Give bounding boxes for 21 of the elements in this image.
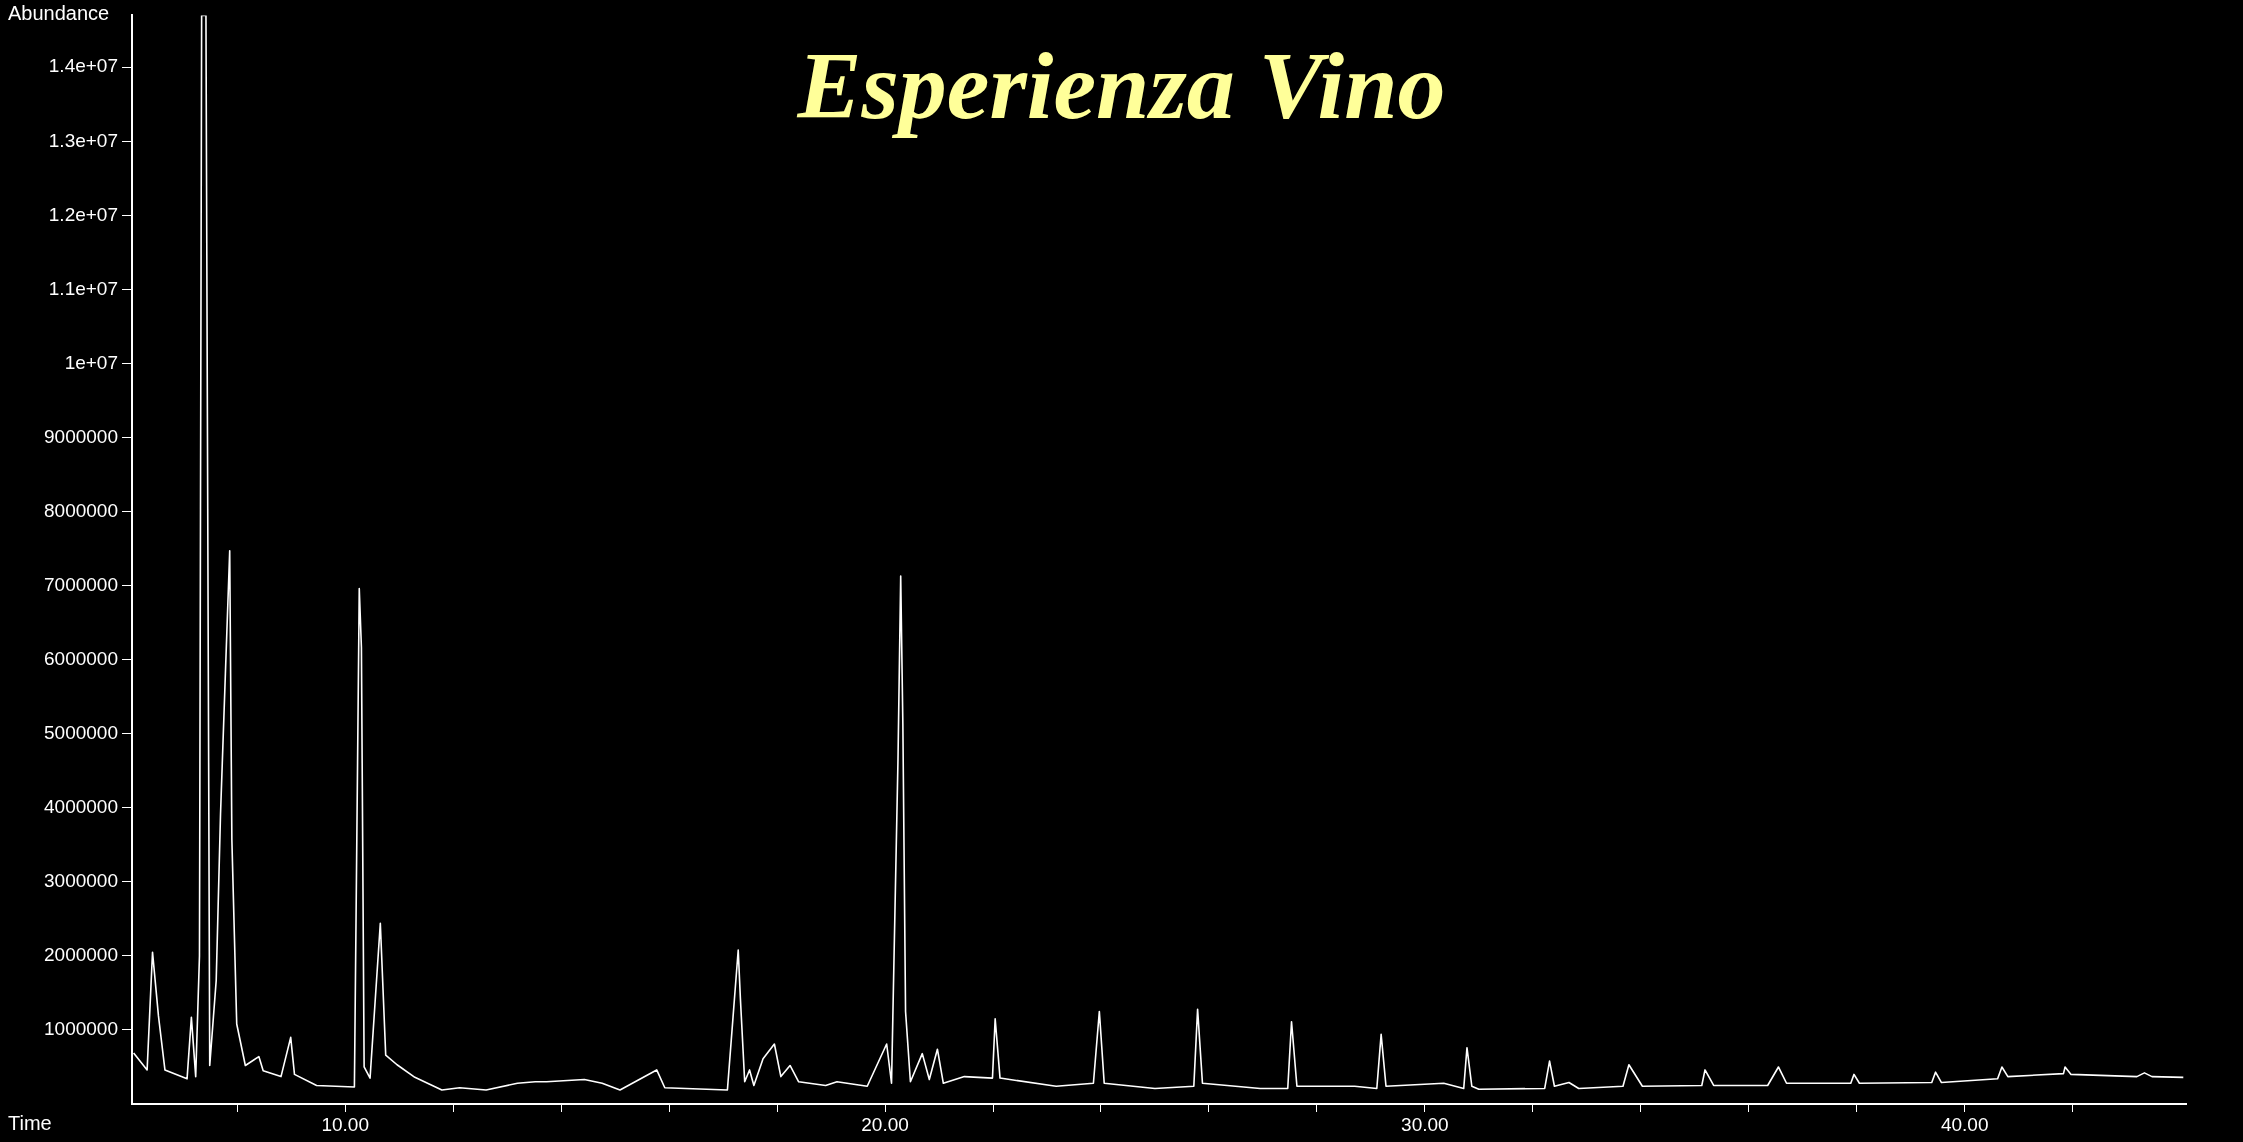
y-axis-title: Abundance [8, 2, 110, 25]
y-tick-label: 1.1e+07 [48, 277, 118, 299]
x-tick-label: 10.00 [321, 1113, 369, 1135]
y-tick-label: 1.4e+07 [48, 55, 118, 77]
x-tick-label: 30.00 [1401, 1113, 1449, 1135]
y-tick-label: 1.2e+07 [48, 203, 118, 225]
x-axis-title: Time [8, 1112, 52, 1135]
y-tick-label: 1000000 [44, 1018, 118, 1040]
chart-title: Esperienza Vino [797, 32, 1446, 139]
y-tick-label: 3000000 [44, 870, 118, 892]
x-tick-label: 20.00 [861, 1113, 909, 1135]
y-tick-label: 4000000 [44, 796, 118, 818]
x-tick-label: 40.00 [1940, 1113, 1989, 1135]
y-tick-label: 8000000 [44, 499, 118, 521]
y-tick-label: 6000000 [44, 647, 118, 669]
y-tick-label: 5000000 [44, 721, 118, 743]
y-tick-label: 1e+07 [64, 351, 118, 373]
y-tick-label: 7000000 [44, 573, 118, 595]
y-tick-label: 9000000 [44, 425, 118, 447]
y-tick-label: 1.3e+07 [48, 129, 118, 151]
y-tick-label: 2000000 [44, 944, 118, 966]
